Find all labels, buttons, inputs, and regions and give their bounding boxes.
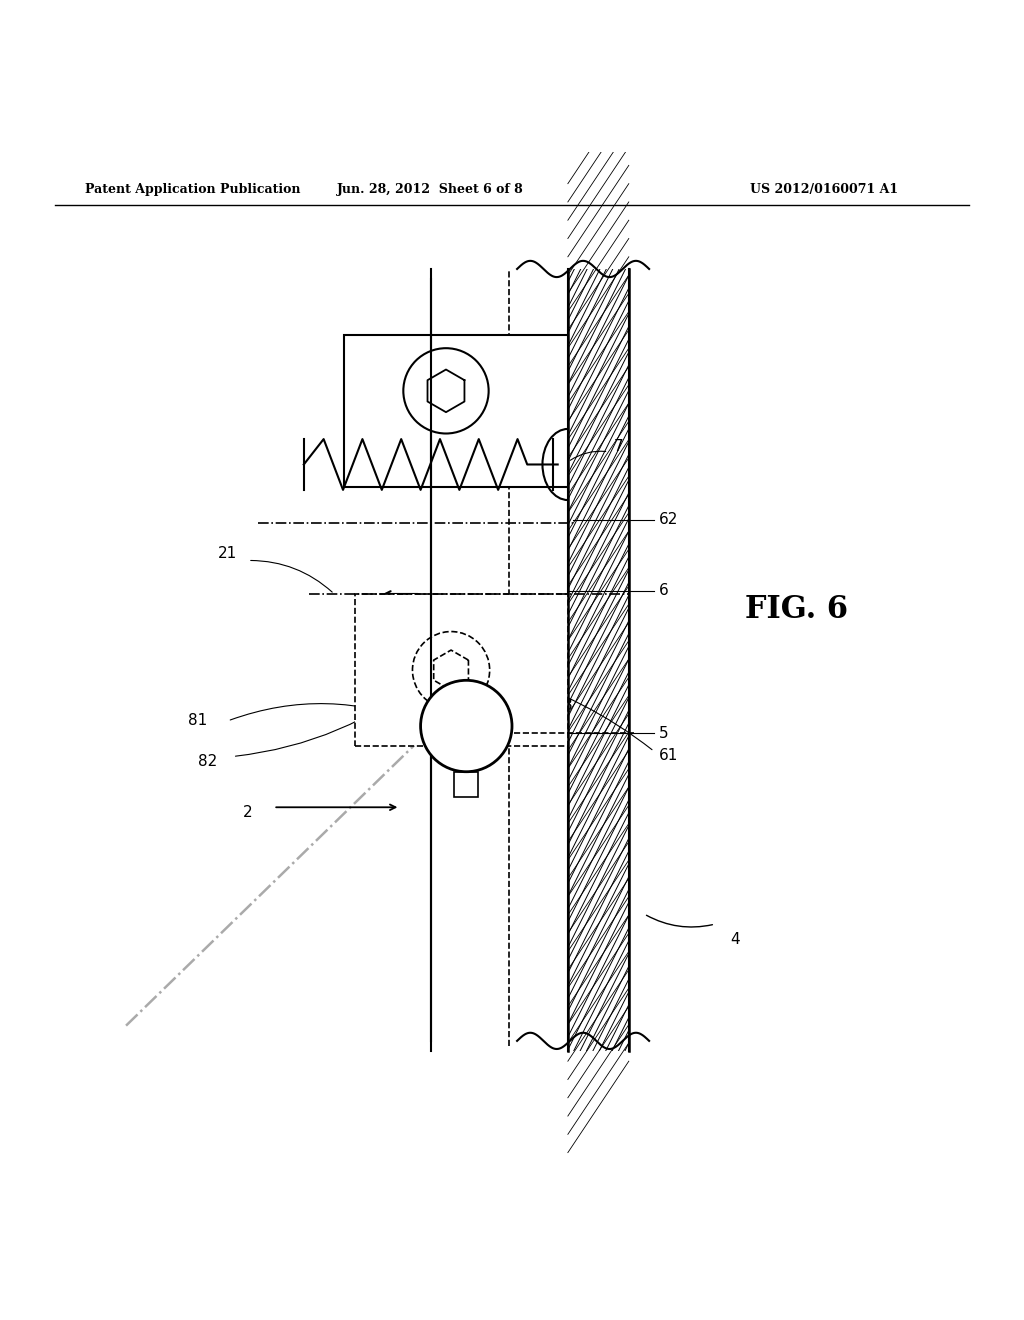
- Text: 8: 8: [563, 698, 572, 713]
- Circle shape: [413, 631, 489, 709]
- Text: 6: 6: [659, 583, 669, 598]
- Text: 4: 4: [731, 932, 740, 946]
- Text: Jun. 28, 2012  Sheet 6 of 8: Jun. 28, 2012 Sheet 6 of 8: [337, 183, 524, 197]
- Text: 2: 2: [243, 805, 253, 820]
- Circle shape: [403, 348, 488, 433]
- Text: 81: 81: [187, 713, 207, 729]
- Circle shape: [421, 680, 512, 772]
- Text: 5: 5: [659, 726, 669, 741]
- Text: Patent Application Publication: Patent Application Publication: [85, 183, 301, 197]
- FancyBboxPatch shape: [354, 594, 568, 746]
- Text: 7: 7: [613, 440, 624, 454]
- Text: 21: 21: [218, 546, 238, 561]
- Text: FIG. 6: FIG. 6: [744, 594, 848, 624]
- Text: 82: 82: [198, 754, 217, 770]
- Text: 61: 61: [659, 748, 679, 763]
- Bar: [454, 772, 478, 797]
- FancyBboxPatch shape: [344, 335, 568, 487]
- Text: 62: 62: [659, 512, 679, 527]
- Text: US 2012/0160071 A1: US 2012/0160071 A1: [750, 183, 898, 197]
